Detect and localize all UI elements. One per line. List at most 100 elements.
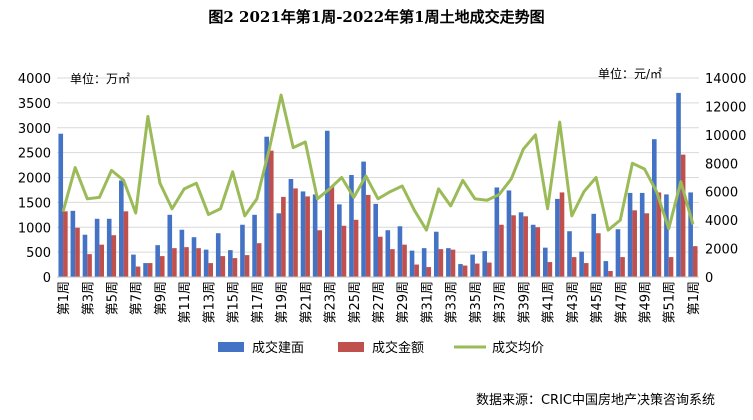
bar-area: [324, 130, 330, 277]
bar-amount: [353, 219, 359, 277]
bar-area: [494, 187, 500, 277]
legend-swatch: [218, 342, 244, 352]
bar-amount: [208, 263, 214, 277]
x-axis-tick-label: 第21周: [299, 281, 314, 324]
bar-area: [300, 191, 306, 277]
bar-area: [264, 136, 269, 277]
bar-amount: [680, 154, 686, 277]
bar-amount: [559, 192, 565, 277]
bar-area: [603, 261, 609, 277]
left-axis-tick-label: 2500: [18, 147, 51, 162]
bar-amount: [656, 192, 662, 277]
bar-area: [252, 214, 257, 277]
x-axis-tick-label: 第9周: [154, 281, 169, 315]
bar-area: [506, 190, 512, 277]
bar-amount: [329, 186, 335, 277]
bar-area: [373, 203, 378, 277]
left-unit-label: 单位：万㎡: [70, 71, 130, 86]
bar-area: [179, 229, 185, 277]
bar-amount: [450, 249, 456, 277]
left-axis-tick-label: 4000: [18, 72, 51, 87]
bar-area: [312, 194, 318, 277]
x-axis-tick-label: 第1周: [57, 281, 72, 315]
line-avg-price: [61, 93, 695, 232]
bar-amount: [159, 256, 165, 277]
right-axis-tick-label: 2000: [705, 243, 738, 258]
bar-amount: [608, 271, 613, 277]
bar-amount: [511, 215, 516, 277]
right-axis-tick-label: 14000: [705, 72, 746, 87]
bar-amount: [184, 247, 189, 277]
bar-amount: [644, 213, 650, 277]
left-axis-tick-label: 1000: [18, 221, 51, 236]
bar-amount: [426, 267, 432, 277]
bar-amount: [232, 258, 238, 277]
bar-amount: [111, 235, 117, 277]
right-axis-tick-label: 12000: [705, 100, 746, 115]
bar-amount: [462, 265, 468, 277]
x-axis-tick-label: 第23周: [324, 281, 339, 324]
bar-amount: [571, 257, 577, 277]
bar-area: [664, 194, 669, 277]
bar-amount: [147, 263, 153, 277]
bar-area: [409, 250, 415, 277]
bar-amount: [402, 244, 407, 277]
bar-amount: [547, 262, 553, 277]
legend-swatch: [338, 342, 364, 352]
bar-amount: [317, 230, 323, 277]
x-axis-tick-label: 第51周: [663, 281, 678, 324]
bar-area: [361, 161, 366, 277]
bar-area: [119, 180, 124, 277]
right-axis-tick-label: 6000: [705, 186, 738, 201]
legend-label: 成交建面: [252, 340, 304, 356]
bar-area: [688, 192, 693, 277]
bar-amount: [620, 257, 625, 277]
x-axis-tick-label: 第45周: [590, 281, 605, 324]
x-axis-tick-label: 第27周: [372, 281, 387, 324]
x-axis-tick-label: 第41周: [542, 281, 557, 324]
bar-amount: [135, 266, 141, 277]
bar-amount: [172, 248, 177, 277]
bar-amount: [414, 264, 419, 277]
bar-amount: [523, 216, 528, 277]
bar-amount: [632, 210, 637, 277]
bar-area: [458, 264, 463, 277]
x-axis-tick-label: 第39周: [517, 281, 532, 324]
x-axis-tick-label: 第47周: [614, 281, 629, 324]
bar-amount: [63, 211, 68, 277]
bar-amount: [293, 188, 298, 277]
bar-area: [228, 250, 233, 277]
bar-area: [106, 218, 112, 277]
bar-area: [397, 226, 403, 277]
bar-amount: [499, 224, 504, 277]
bar-amount: [196, 248, 201, 277]
bar-area: [446, 248, 451, 277]
right-axis-tick-label: 8000: [705, 157, 738, 172]
bar-amount: [268, 150, 274, 277]
bar-area: [518, 212, 524, 277]
left-axis-tick-label: 3000: [18, 122, 51, 137]
bar-area: [470, 254, 475, 277]
right-axis-tick-label: 0: [705, 271, 713, 286]
x-axis-tick-label: 第33周: [445, 281, 460, 324]
bar-area: [191, 237, 197, 277]
x-axis-tick-label: 第43周: [566, 281, 581, 324]
bar-area: [288, 178, 294, 277]
bar-amount: [668, 257, 674, 277]
bar-amount: [378, 236, 383, 277]
bar-area: [215, 233, 221, 277]
x-axis-tick-label: 第31周: [420, 281, 435, 324]
bar-amount: [220, 256, 226, 277]
x-axis-tick-label: 第25周: [348, 281, 363, 324]
line-layer: [61, 93, 695, 232]
data-source-note: 数据来源：CRIC中国房地产决策咨询系统: [475, 393, 715, 408]
bar-area: [639, 192, 645, 277]
bar-area: [82, 234, 88, 277]
bar-area: [337, 204, 342, 277]
right-unit-label: 单位：元/㎡: [598, 66, 662, 81]
bar-amount: [75, 227, 80, 277]
bar-amount: [87, 254, 92, 277]
bar-area: [203, 249, 209, 277]
right-axis-tick-label: 4000: [705, 214, 738, 229]
bar-amount: [474, 263, 480, 277]
